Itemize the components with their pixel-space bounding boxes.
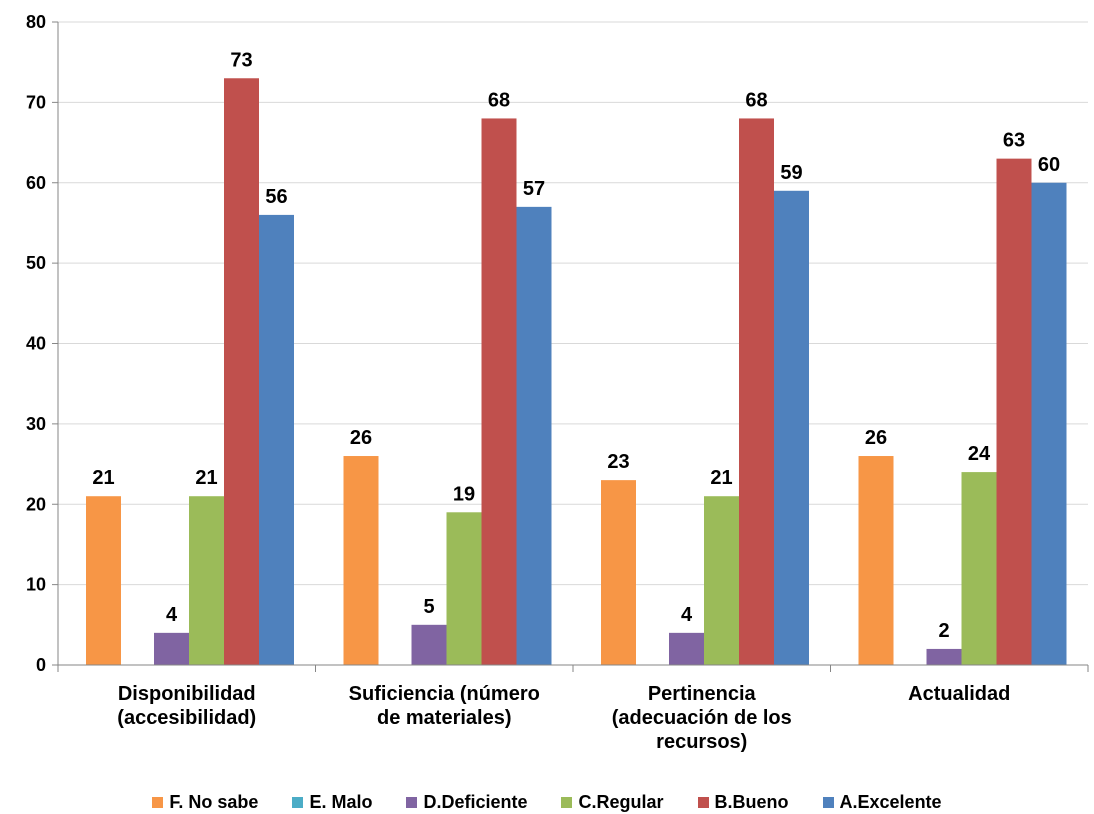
data-label: 21: [92, 467, 114, 489]
legend-swatch: [152, 796, 164, 808]
data-label: 73: [230, 49, 252, 71]
bar: [481, 118, 517, 665]
y-tick-label: 30: [26, 414, 46, 434]
legend-item: C.Regular: [561, 790, 664, 814]
data-label: 21: [195, 467, 217, 489]
data-label: 21: [710, 467, 732, 489]
axes: [52, 21, 1089, 672]
bars: [86, 78, 1067, 666]
legend-swatch: [292, 796, 304, 808]
bar: [224, 78, 259, 665]
bar-chart: 21 26 23 26 4 5 4 2 21 19 21 24 73 68 68 63 56 57 59 60 0 10…: [26, 12, 1089, 753]
bar: [601, 480, 636, 665]
bar: [189, 496, 224, 665]
data-label: 26: [865, 427, 887, 449]
data-label: 57: [523, 178, 545, 200]
y-tick-label: 80: [26, 12, 46, 32]
bar: [669, 632, 704, 665]
y-tick-label: 40: [26, 334, 46, 354]
data-label: 59: [780, 162, 802, 184]
data-label: 2: [938, 620, 949, 642]
data-label: 24: [968, 443, 991, 465]
y-tick-label: 10: [26, 575, 46, 595]
legend-label: B.Bueno: [714, 791, 789, 812]
x-category-label: Suficiencia (número de materiales): [349, 683, 540, 729]
legend-item: F. No sabe: [152, 790, 258, 814]
bar: [858, 456, 894, 665]
bar: [961, 472, 997, 665]
y-tick-label: 60: [26, 173, 46, 193]
bar: [154, 632, 189, 665]
data-label: 26: [350, 427, 372, 449]
legend-label: C.Regular: [578, 791, 664, 812]
bar: [343, 456, 379, 665]
bar: [259, 214, 294, 665]
bar: [1031, 182, 1067, 665]
legend-item: E. Malo: [292, 790, 372, 814]
x-category-label: Disponibilidad (accesibilidad): [117, 683, 256, 729]
y-tick-label: 70: [26, 92, 46, 112]
y-tick-labels: 0 10 20 30 40 50 60 70 80: [26, 12, 46, 675]
data-label: 4: [166, 604, 178, 626]
legend-swatch: [822, 796, 834, 808]
y-tick-label: 20: [26, 494, 46, 514]
legend: F. No sabe E. Malo D.Deficiente C.Regular B.…: [0, 790, 1094, 814]
bar: [516, 206, 552, 666]
data-labels: 21 26 23 26 4 5 4 2 21 19 21 24 73 68 68 63 56 57 59 60: [92, 49, 1060, 642]
bar: [86, 496, 121, 665]
legend-item: D.Deficiente: [406, 790, 527, 814]
legend-swatch: [406, 796, 418, 808]
legend-label: A.Excelente: [839, 791, 942, 812]
x-category-label: Actualidad: [908, 683, 1010, 705]
legend-label: E. Malo: [309, 791, 373, 812]
legend-item: B.Bueno: [697, 790, 789, 814]
bar: [774, 190, 809, 665]
data-label: 63: [1003, 130, 1025, 152]
data-label: 5: [423, 596, 434, 618]
y-tick-label: 50: [26, 253, 46, 273]
data-label: 4: [681, 604, 693, 626]
data-label: 68: [488, 89, 510, 111]
data-label: 19: [453, 483, 475, 505]
legend-label: F. No sabe: [169, 791, 259, 812]
bar: [411, 624, 447, 665]
data-label: 56: [265, 186, 287, 208]
data-label: 23: [607, 451, 629, 473]
legend-label: D.Deficiente: [423, 791, 528, 812]
data-label: 68: [745, 89, 767, 111]
legend-swatch: [561, 796, 573, 808]
legend-item: A.Excelente: [822, 790, 942, 814]
x-category-label: Pertinencia (adecuación de los recursos): [612, 683, 792, 753]
bar: [446, 512, 482, 665]
x-category-labels: Disponibilidad (accesibilidad) Suficiencia…: [117, 683, 1010, 753]
bar: [996, 158, 1032, 665]
bar: [739, 118, 774, 665]
bar: [926, 648, 962, 665]
y-tick-label: 0: [36, 655, 46, 675]
legend-swatch: [697, 796, 709, 808]
data-label: 60: [1038, 154, 1060, 176]
bar: [704, 496, 739, 665]
